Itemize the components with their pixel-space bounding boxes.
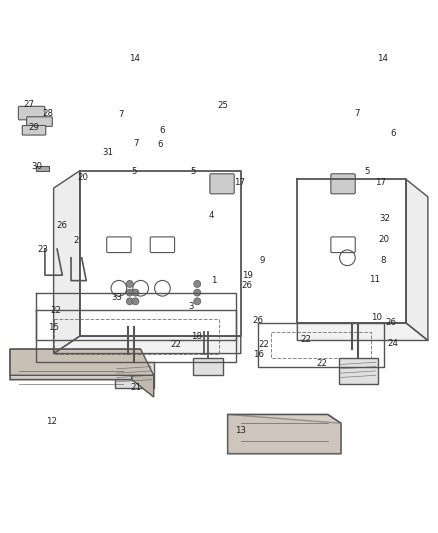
Text: 5: 5: [364, 167, 370, 176]
Text: 31: 31: [102, 148, 113, 157]
Text: 1: 1: [211, 277, 216, 285]
Polygon shape: [10, 349, 154, 375]
Text: 3: 3: [188, 302, 194, 311]
Text: 4: 4: [208, 211, 214, 220]
Text: 15: 15: [48, 323, 59, 332]
Text: 9: 9: [260, 256, 265, 265]
Circle shape: [132, 298, 139, 305]
Text: 6: 6: [160, 126, 165, 135]
Text: 7: 7: [118, 110, 124, 119]
Text: 27: 27: [23, 100, 34, 109]
Text: 24: 24: [388, 340, 399, 349]
Text: 17: 17: [234, 179, 245, 188]
Text: 30: 30: [32, 162, 42, 171]
Text: 16: 16: [253, 350, 264, 359]
Polygon shape: [132, 362, 154, 397]
Circle shape: [126, 289, 133, 296]
Text: 28: 28: [42, 109, 53, 118]
Polygon shape: [10, 349, 141, 379]
Text: 26: 26: [57, 221, 68, 230]
Text: 26: 26: [385, 318, 396, 327]
Text: 25: 25: [218, 101, 229, 110]
Text: 26: 26: [253, 317, 264, 326]
Text: 12: 12: [46, 416, 57, 425]
Polygon shape: [228, 415, 341, 454]
Polygon shape: [228, 415, 341, 454]
Circle shape: [126, 280, 133, 287]
Text: 5: 5: [190, 167, 196, 176]
Circle shape: [194, 289, 201, 296]
Text: 22: 22: [259, 341, 270, 349]
Text: 29: 29: [28, 123, 39, 132]
Circle shape: [132, 289, 139, 296]
FancyBboxPatch shape: [22, 125, 46, 135]
Polygon shape: [193, 358, 223, 375]
Text: 7: 7: [134, 139, 139, 148]
Text: 22: 22: [317, 359, 328, 368]
Text: 5: 5: [131, 167, 137, 176]
Polygon shape: [115, 362, 154, 389]
Text: 14: 14: [129, 54, 140, 63]
Text: 33: 33: [111, 293, 122, 302]
Text: 11: 11: [369, 275, 380, 284]
Polygon shape: [406, 180, 428, 341]
Text: 22: 22: [300, 335, 311, 344]
Polygon shape: [53, 336, 241, 353]
FancyBboxPatch shape: [210, 174, 234, 194]
Text: 6: 6: [158, 140, 163, 149]
Text: 23: 23: [37, 246, 48, 254]
Text: 20: 20: [78, 173, 89, 182]
Text: 13: 13: [235, 426, 246, 435]
Text: 17: 17: [374, 179, 385, 188]
Polygon shape: [53, 171, 80, 353]
Text: 22: 22: [170, 341, 181, 349]
Text: 19: 19: [242, 271, 253, 280]
Circle shape: [126, 298, 133, 305]
Text: 10: 10: [371, 313, 382, 322]
Text: 20: 20: [378, 235, 389, 244]
Text: 8: 8: [380, 256, 386, 265]
Text: 32: 32: [380, 214, 391, 223]
Text: 14: 14: [377, 54, 388, 63]
Text: 18: 18: [191, 332, 202, 341]
FancyBboxPatch shape: [18, 107, 45, 120]
Text: 26: 26: [242, 281, 253, 290]
FancyBboxPatch shape: [331, 174, 355, 194]
FancyBboxPatch shape: [27, 117, 52, 126]
Text: 22: 22: [51, 306, 62, 316]
Text: 2: 2: [74, 236, 79, 245]
Polygon shape: [36, 166, 49, 171]
Polygon shape: [339, 358, 378, 384]
Text: 7: 7: [355, 109, 360, 118]
Circle shape: [194, 298, 201, 305]
Text: 21: 21: [131, 383, 142, 392]
Circle shape: [194, 280, 201, 287]
Polygon shape: [297, 323, 428, 341]
Text: 6: 6: [390, 130, 396, 138]
